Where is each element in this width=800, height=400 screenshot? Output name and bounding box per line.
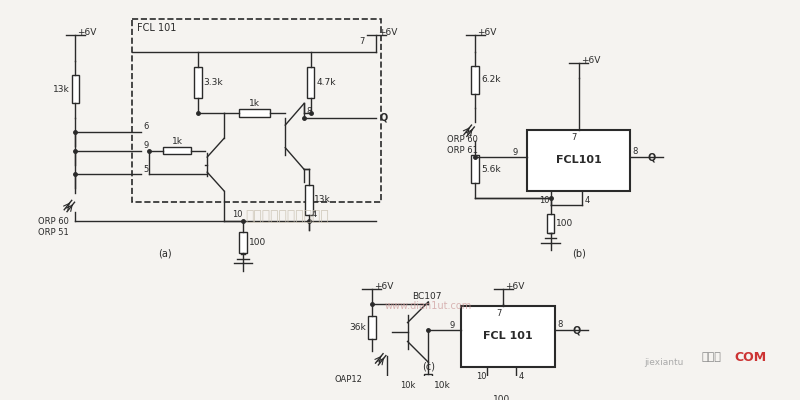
Bar (471, 66, 479, 94)
Text: ORP 60: ORP 60 (38, 216, 69, 226)
Text: 10: 10 (539, 196, 550, 205)
Bar (239, 109, 270, 117)
Text: 3.3k: 3.3k (203, 78, 223, 87)
Bar (484, 390, 491, 400)
Bar (72, 75, 79, 104)
Text: 6: 6 (143, 122, 149, 132)
Bar (132, 19, 381, 202)
Bar (368, 316, 375, 339)
Text: 5: 5 (143, 165, 149, 174)
Bar (194, 67, 202, 98)
Text: +6V: +6V (581, 56, 600, 66)
Bar (239, 232, 246, 253)
Text: OAP12: OAP12 (334, 374, 362, 384)
Text: 接线图: 接线图 (701, 352, 721, 362)
Text: (c): (c) (422, 362, 434, 372)
Text: 杭州将睿科技有限公司: 杭州将睿科技有限公司 (246, 209, 329, 223)
Text: 4: 4 (311, 210, 317, 219)
Text: 13k: 13k (53, 85, 70, 94)
Text: ORP 51: ORP 51 (38, 228, 69, 237)
Text: www.dian1ut.com: www.dian1ut.com (385, 301, 472, 311)
Text: +6V: +6V (78, 28, 97, 37)
Bar (305, 184, 313, 215)
Text: 1k: 1k (171, 137, 182, 146)
Text: ORP 61: ORP 61 (447, 146, 478, 155)
Text: 13k: 13k (314, 195, 331, 204)
Text: COM: COM (734, 351, 766, 364)
Text: Q: Q (647, 152, 656, 162)
Text: FCL 101: FCL 101 (137, 23, 176, 33)
Text: 10k: 10k (400, 381, 415, 390)
Text: +6V: +6V (477, 28, 497, 37)
Text: 100: 100 (249, 238, 266, 247)
Text: jiexiantu: jiexiantu (645, 358, 684, 367)
Bar (527, 130, 630, 191)
Text: 100: 100 (493, 395, 510, 400)
Bar (163, 147, 191, 154)
Text: 9: 9 (513, 148, 518, 157)
Text: 4: 4 (518, 372, 524, 381)
Text: (b): (b) (572, 249, 586, 259)
Text: 1k: 1k (249, 99, 260, 108)
Text: 8: 8 (306, 108, 311, 116)
Text: 7: 7 (571, 133, 577, 142)
Text: 7: 7 (496, 309, 502, 318)
Text: 10: 10 (232, 210, 242, 219)
Bar (461, 306, 555, 367)
Text: 9: 9 (450, 321, 455, 330)
Text: 6.2k: 6.2k (481, 76, 500, 84)
Text: FCL 101: FCL 101 (483, 331, 533, 341)
Text: 4: 4 (584, 196, 590, 205)
Text: BC107: BC107 (412, 292, 442, 301)
Text: 7: 7 (359, 37, 365, 46)
Bar (307, 67, 314, 98)
Text: 4.7k: 4.7k (316, 78, 336, 87)
Text: FCL101: FCL101 (556, 155, 602, 165)
Bar (546, 214, 554, 233)
Text: 10: 10 (476, 372, 486, 381)
Text: 9: 9 (143, 141, 149, 150)
Text: +6V: +6V (378, 28, 398, 37)
Text: 8: 8 (632, 147, 638, 156)
Text: (a): (a) (158, 249, 172, 259)
Text: +6V: +6V (374, 282, 393, 291)
Text: Q: Q (379, 112, 387, 122)
Text: Q: Q (572, 325, 580, 335)
Text: +6V: +6V (506, 282, 525, 291)
Text: 10k: 10k (434, 381, 450, 390)
Bar (471, 155, 479, 184)
Text: 8: 8 (557, 320, 562, 329)
Text: 100: 100 (556, 219, 574, 228)
Text: 5.6k: 5.6k (481, 165, 501, 174)
Text: ORP 60: ORP 60 (447, 135, 478, 144)
Text: 36k: 36k (350, 323, 366, 332)
Bar (425, 374, 432, 398)
